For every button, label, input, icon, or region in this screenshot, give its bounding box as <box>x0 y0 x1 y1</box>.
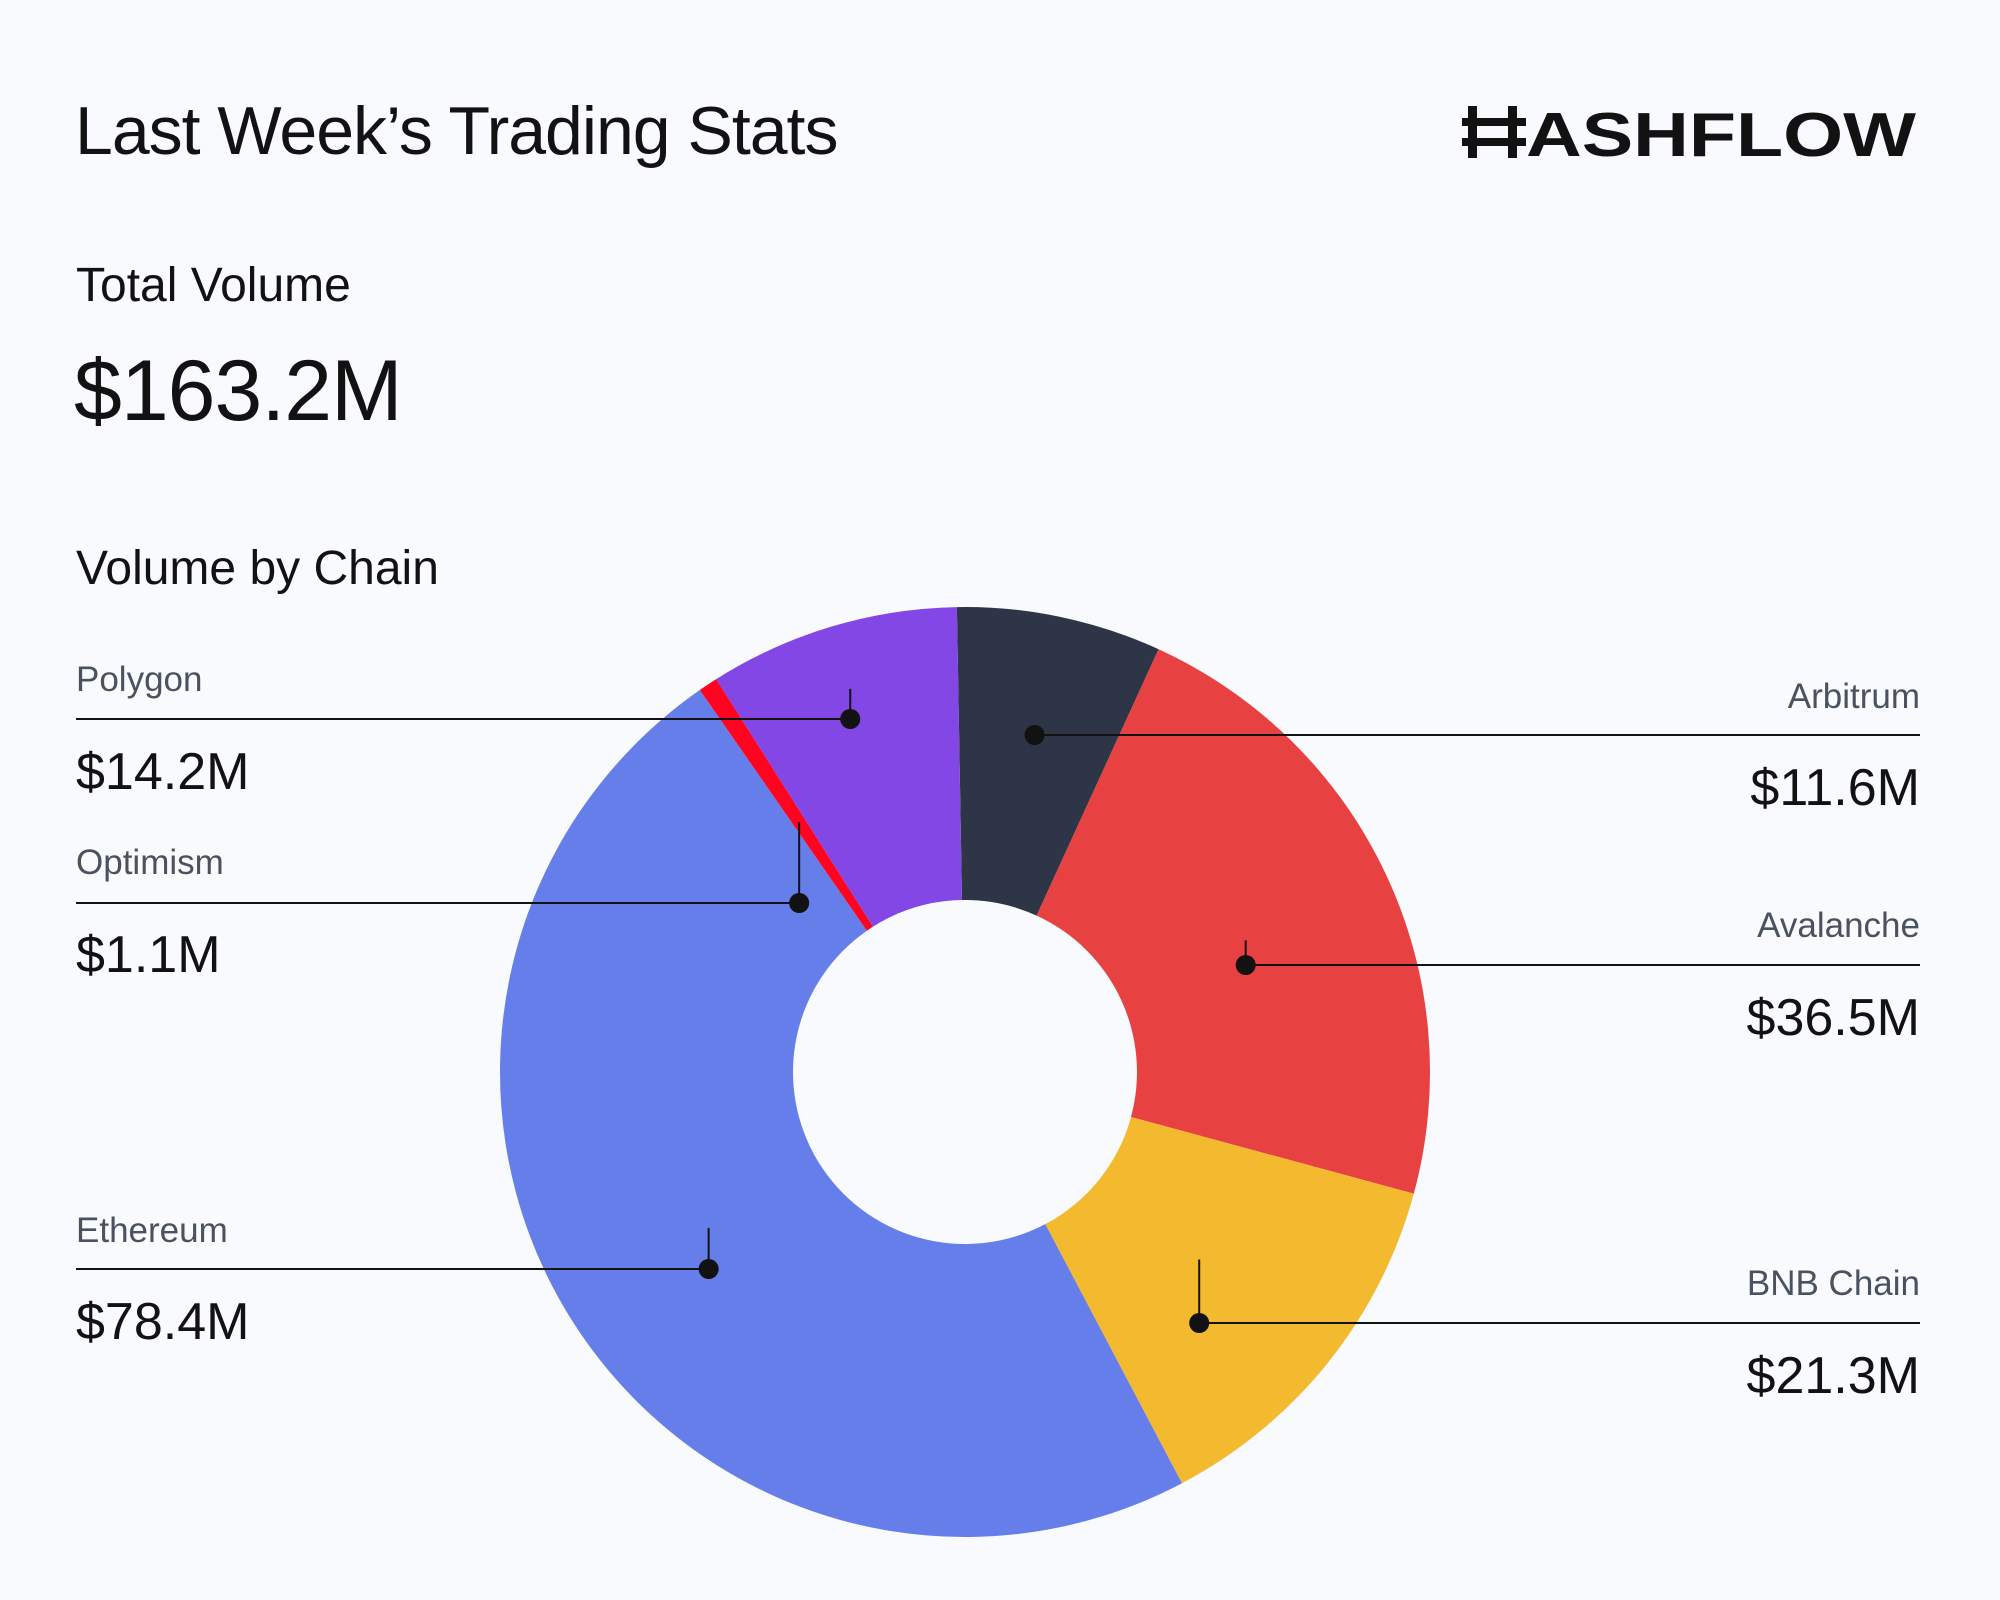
ethereum-value: $78.4M <box>76 1293 250 1351</box>
leader-dot-optimism <box>789 893 810 913</box>
ethereum-label: Ethereum <box>76 1211 228 1250</box>
volume-by-chain-heading: Volume by Chain <box>76 542 439 595</box>
slice-arbitrum <box>956 606 1159 916</box>
slice-optimism <box>699 679 873 931</box>
page-title: Last Week’s Trading Stats <box>75 93 838 169</box>
hashflow-logo: ASHFLOW <box>1462 102 1917 162</box>
leader-dot-avalanche <box>1235 955 1256 975</box>
leader-dot-ethereum <box>698 1259 719 1279</box>
bnb-chain-value: $21.3M <box>1746 1347 1920 1405</box>
bnb-chain-label: BNB Chain <box>1746 1264 1920 1303</box>
leader-dot-arbitrum <box>1024 725 1045 745</box>
slice-avalanche <box>1036 649 1430 1194</box>
svg-text:ASHFLOW: ASHFLOW <box>1526 102 1917 162</box>
total-volume-label: Total Volume <box>76 259 351 312</box>
polygon-value: $14.2M <box>76 743 250 801</box>
leader-dot-polygon <box>840 709 861 729</box>
optimism-label: Optimism <box>76 843 224 882</box>
arbitrum-label: Arbitrum <box>1787 677 1920 716</box>
avalanche-value: $36.5M <box>1746 989 1920 1047</box>
leader-dot-bnb-chain <box>1189 1313 1210 1333</box>
optimism-value: $1.1M <box>76 926 221 984</box>
arbitrum-value: $11.6M <box>1750 759 1920 817</box>
slice-bnb-chain <box>1045 1117 1414 1484</box>
total-volume-value: $163.2M <box>74 343 403 439</box>
slice-polygon <box>716 607 962 927</box>
slice-ethereum <box>500 690 1182 1537</box>
avalanche-label: Avalanche <box>1757 906 1920 945</box>
polygon-label: Polygon <box>76 660 203 699</box>
hash-mark-icon <box>1462 106 1526 158</box>
